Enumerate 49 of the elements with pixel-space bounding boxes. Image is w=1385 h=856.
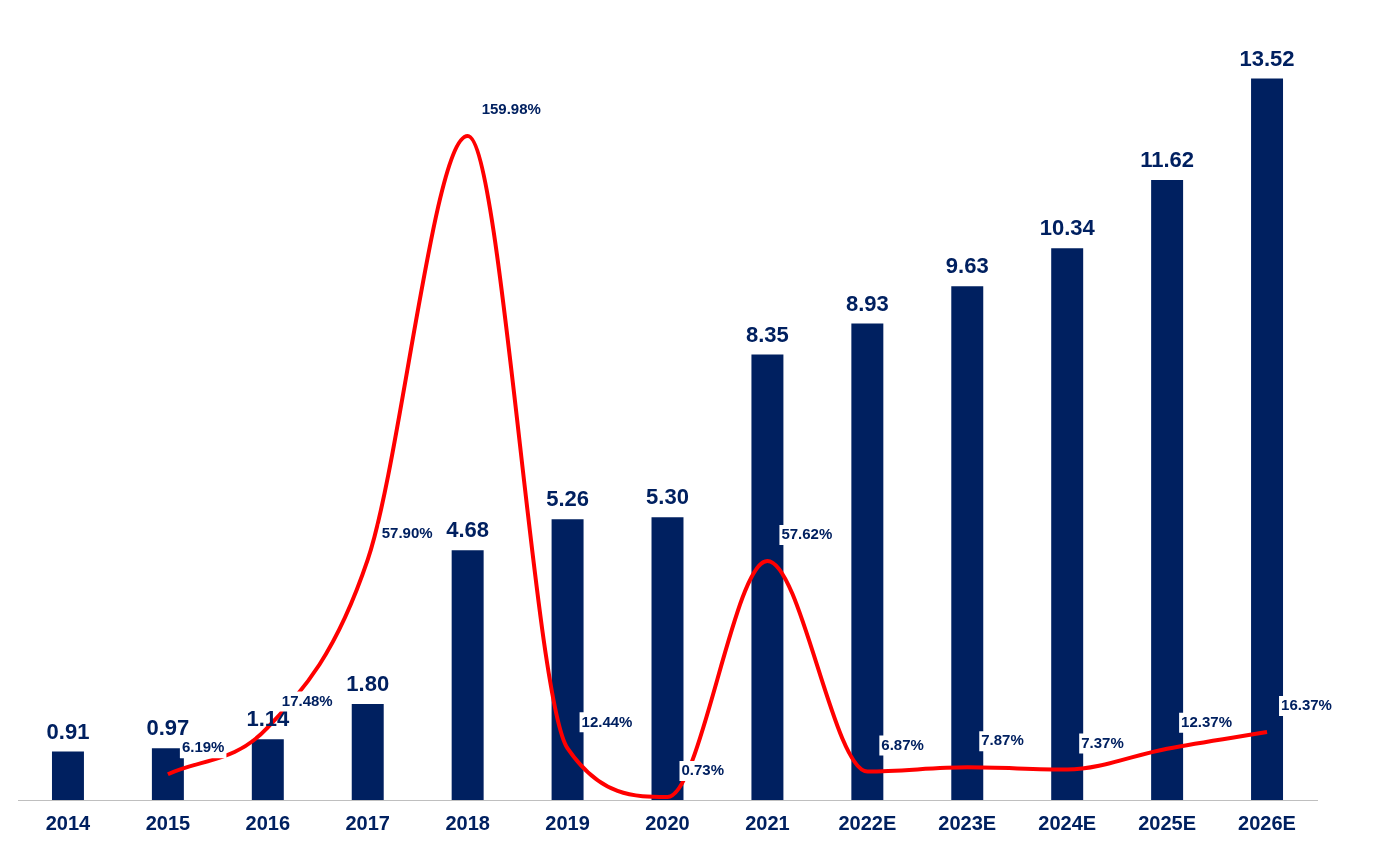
bar	[751, 354, 784, 800]
bar	[551, 519, 584, 800]
bar	[651, 517, 684, 800]
x-tick-label: 2023E	[938, 811, 997, 834]
bar	[451, 550, 484, 800]
data-label: 7.87%	[981, 731, 1024, 749]
x-tick-label: 2025E	[1138, 811, 1197, 834]
data-label: 16.37%	[1281, 696, 1332, 714]
data-label: 5.26	[546, 486, 589, 512]
x-tick-label: 2018	[445, 811, 490, 834]
data-label: 12.44%	[581, 712, 633, 730]
x-tick-label: 2024E	[1038, 811, 1097, 834]
bar	[1251, 78, 1284, 800]
bar	[1151, 179, 1184, 800]
data-label: 13.52	[1239, 45, 1295, 71]
x-tick-label: 2016	[245, 811, 291, 834]
data-label: 5.30	[646, 484, 689, 510]
data-label: 6.87%	[881, 735, 924, 753]
data-label: 8.93	[845, 290, 889, 316]
x-tick-label: 2021	[745, 811, 790, 834]
data-label: 4.68	[446, 517, 490, 543]
bar	[1051, 248, 1084, 800]
data-label: 7.37%	[1081, 733, 1124, 751]
data-label: 9.63	[945, 253, 989, 279]
bar	[151, 748, 184, 800]
x-tick-label: 2014	[45, 811, 92, 834]
x-tick-label: 2015	[145, 811, 191, 834]
data-label: 57.90%	[381, 523, 433, 541]
x-tick-label: 2017	[345, 811, 390, 834]
bar	[251, 739, 284, 800]
data-label: 0.97	[146, 715, 190, 741]
bar	[51, 751, 84, 800]
x-tick-label: 2026E	[1238, 811, 1296, 834]
x-tick-label: 2020	[645, 811, 690, 834]
data-label: 8.35	[746, 321, 789, 347]
data-label: 11.62	[1140, 147, 1195, 173]
data-label: 1.80	[346, 671, 390, 697]
data-label: 17.48%	[281, 691, 333, 709]
data-label: 159.98%	[481, 100, 541, 118]
data-label: 0.73%	[681, 761, 725, 779]
bar	[951, 286, 984, 800]
data-label: 12.37%	[1181, 712, 1232, 730]
bar	[351, 703, 384, 800]
data-label: 6.19%	[181, 738, 225, 756]
x-tick-label: 2022E	[838, 811, 897, 834]
x-tick-label: 2019	[545, 811, 590, 834]
data-label: 0.91	[46, 718, 90, 744]
data-label: 10.34	[1039, 215, 1096, 241]
data-label: 57.62%	[781, 525, 833, 543]
